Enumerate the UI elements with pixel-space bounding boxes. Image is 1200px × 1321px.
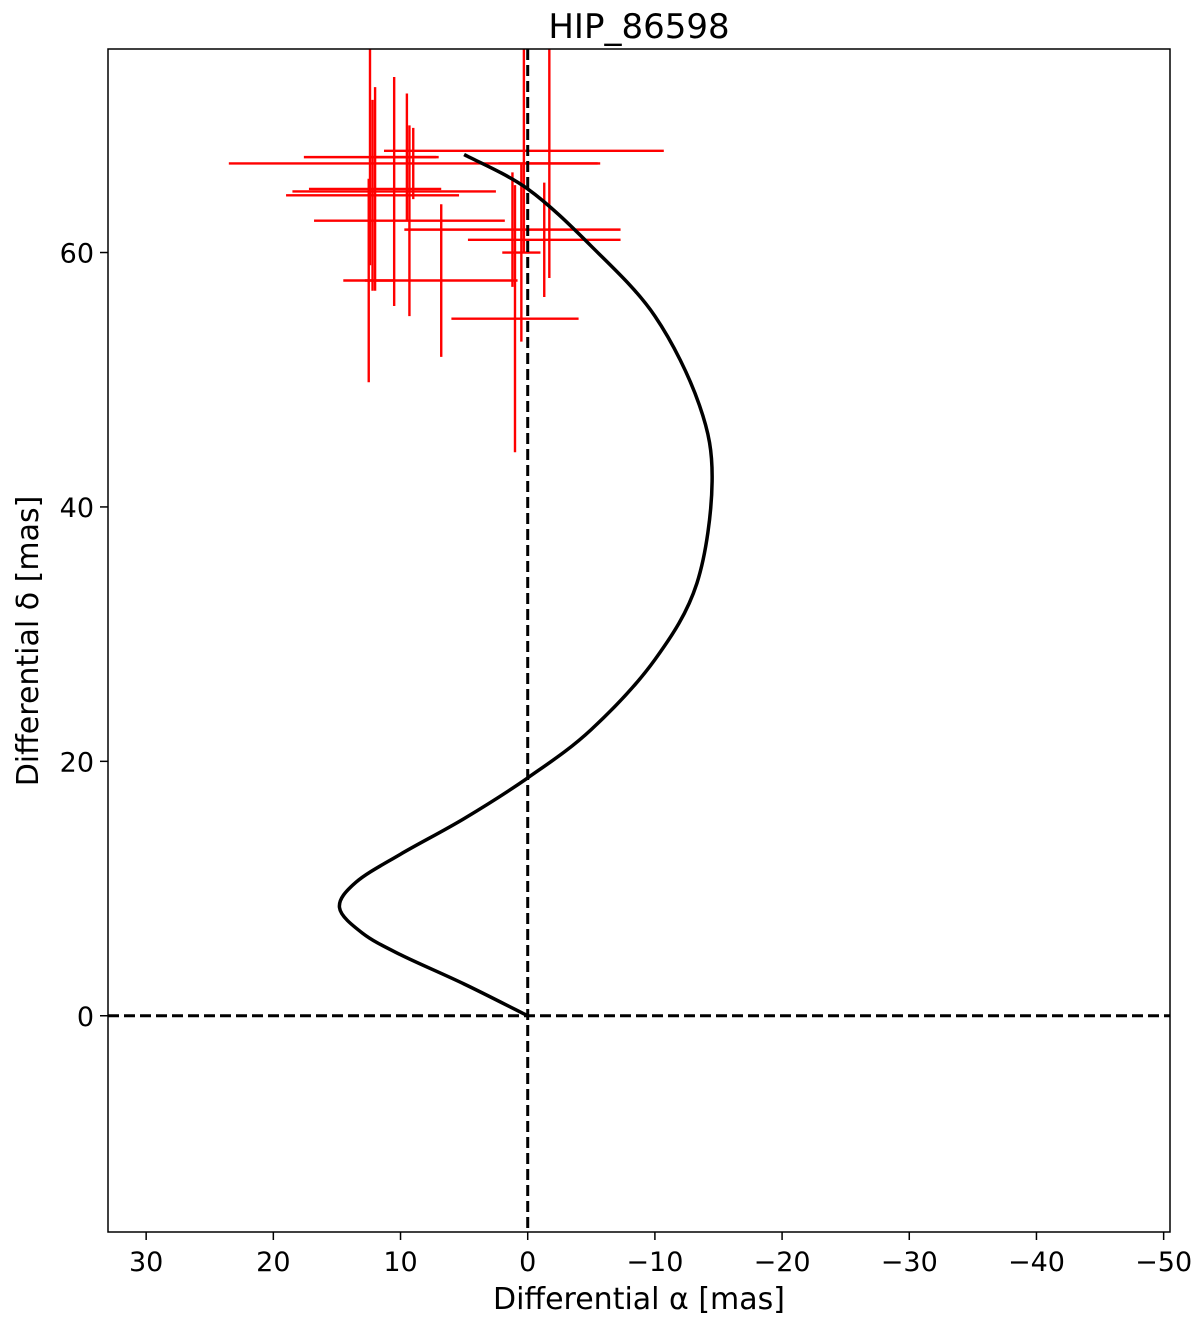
x-tick-label: −20 <box>754 1247 811 1278</box>
y-tick-label: 60 <box>60 239 94 270</box>
orbit-curve <box>337 153 714 1018</box>
x-tick-label: −30 <box>881 1247 938 1278</box>
x-tick-label: 30 <box>129 1247 163 1278</box>
y-tick-label: 40 <box>60 493 94 524</box>
chart-title: HIP_86598 <box>548 7 729 47</box>
x-tick-label: −40 <box>1008 1247 1065 1278</box>
y-tick-label: 20 <box>60 747 94 778</box>
x-axis-label: Differential α [mas] <box>493 1282 785 1317</box>
x-tick-label: 10 <box>383 1247 417 1278</box>
y-axis-label: Differential δ [mas] <box>11 496 46 787</box>
axis-ticks: 30 20 10 0 −10 −20 −30 −40 −50 0 20 40 60 <box>60 239 1192 1278</box>
plot-frame <box>107 48 1171 1233</box>
x-tick-label: 20 <box>256 1247 290 1278</box>
plot-area <box>108 49 1170 1232</box>
x-tick-label: −50 <box>1135 1247 1192 1278</box>
x-tick-label: 0 <box>519 1247 536 1278</box>
y-tick-label: 0 <box>77 1002 94 1033</box>
x-tick-label: −10 <box>626 1247 683 1278</box>
